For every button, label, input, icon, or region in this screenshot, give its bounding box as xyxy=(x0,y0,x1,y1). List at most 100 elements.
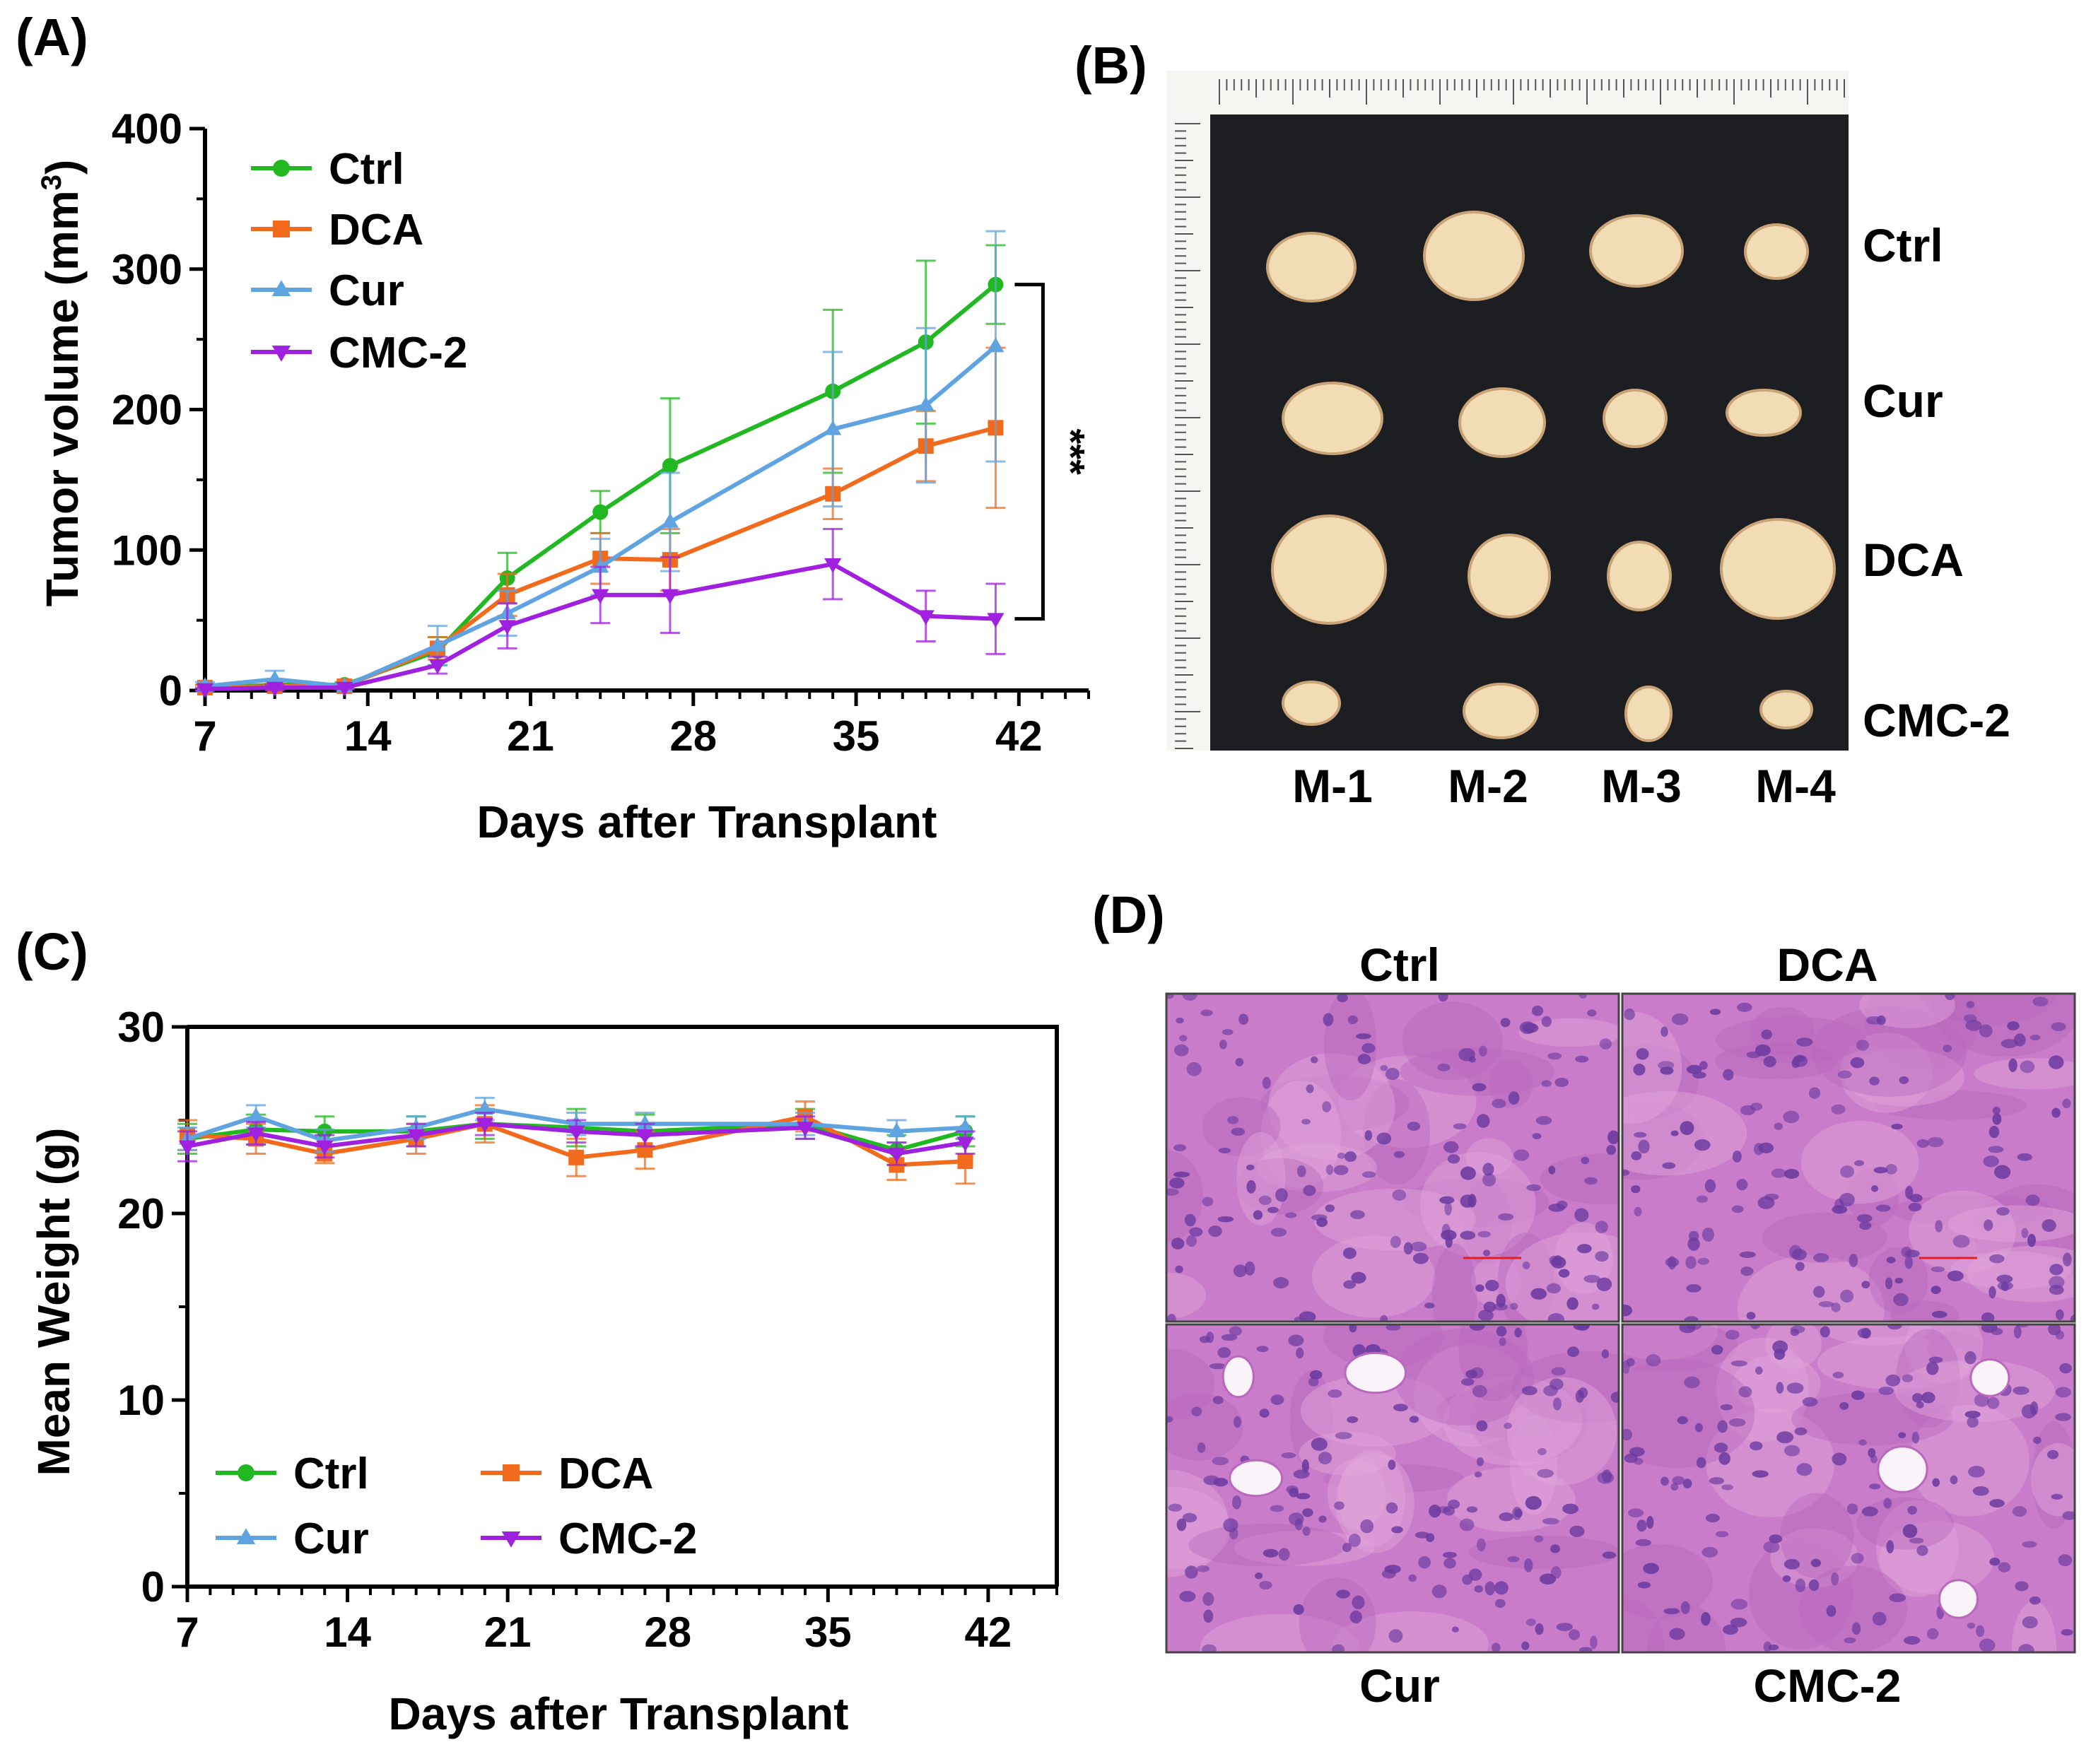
histology-nucleus xyxy=(1926,1628,1939,1640)
histology-nucleus xyxy=(1270,1505,1284,1512)
histology-stroma xyxy=(1770,1528,1859,1588)
histology-nucleus xyxy=(1916,1401,1924,1409)
histology-nucleus xyxy=(1677,1416,1688,1425)
histology-nucleus xyxy=(2007,1021,2020,1030)
panel-a-point-cmc-2 xyxy=(428,659,447,674)
histology-stroma xyxy=(1511,1351,1619,1423)
panel-a-x-tick-label: 21 xyxy=(507,712,554,760)
histology-nucleus xyxy=(1380,1064,1388,1071)
histology-nucleus xyxy=(1521,1641,1530,1651)
histology-nucleus xyxy=(1535,1116,1552,1125)
histology-nucleus xyxy=(1692,1071,1706,1079)
histology-stroma xyxy=(1323,1464,1465,1493)
histology-stroma xyxy=(1622,1358,1755,1469)
histology-nucleus xyxy=(1474,1585,1483,1593)
histology-nucleus xyxy=(1885,1164,1897,1175)
histology-stroma xyxy=(1540,1153,1619,1205)
histology-nucleus xyxy=(1927,1137,1944,1148)
histology-nucleus xyxy=(1477,1538,1486,1552)
histology-nucleus xyxy=(1361,1171,1376,1178)
histology-nucleus xyxy=(1885,1374,1901,1387)
panel-c-legend-item-ctrl: Ctrl xyxy=(216,1450,369,1498)
histology-nucleus xyxy=(1590,1635,1598,1650)
histology-nucleus xyxy=(1494,1581,1509,1595)
histology-nucleus xyxy=(1628,1508,1644,1518)
histology-nucleus xyxy=(1826,1605,1837,1617)
histology-nucleus xyxy=(1723,1069,1734,1081)
histology-nucleus xyxy=(2059,1363,2072,1374)
histology-nucleus xyxy=(1717,1420,1728,1433)
histology-nucleus xyxy=(1500,1018,1511,1028)
histology-stroma xyxy=(1706,1409,1835,1517)
histology-nucleus xyxy=(1263,1548,1279,1558)
histology-nucleus xyxy=(1660,1026,1668,1037)
histology-nucleus xyxy=(1909,1537,1924,1544)
histology-nucleus xyxy=(1445,1235,1453,1248)
histology-nucleus xyxy=(1522,1023,1539,1033)
histology-stroma xyxy=(1716,1016,1867,1064)
histology-nucleus xyxy=(1976,1625,1985,1637)
histology-nucleus xyxy=(1660,1476,1669,1486)
histology-nucleus xyxy=(1869,1076,1880,1086)
histology-nucleus xyxy=(1296,1165,1306,1177)
histology-nucleus xyxy=(1839,1401,1849,1410)
histology-nucleus xyxy=(2022,1616,2038,1629)
panel-a-point-cur xyxy=(592,558,609,573)
histology-nucleus xyxy=(1911,1432,1920,1444)
histology-nucleus xyxy=(1966,1001,1975,1009)
histology-nucleus xyxy=(1460,1230,1476,1240)
histology-nucleus xyxy=(1795,1262,1805,1271)
histology-nucleus xyxy=(1738,1386,1752,1398)
histology-stroma xyxy=(1338,1055,1477,1148)
histology-nucleus xyxy=(1525,1618,1536,1626)
histology-nucleus xyxy=(1670,1130,1679,1136)
histology-stroma xyxy=(1738,1254,1885,1322)
histology-nucleus xyxy=(2032,996,2049,1007)
histology-nucleus xyxy=(1337,1153,1346,1159)
histology-nucleus xyxy=(1288,1512,1304,1526)
histology-nucleus xyxy=(1718,1452,1730,1465)
histology-nucleus xyxy=(1393,1151,1405,1158)
histology-nucleus xyxy=(1386,1324,1401,1331)
histology-nucleus xyxy=(1721,1484,1734,1490)
histology-nucleus xyxy=(1550,1566,1562,1580)
histology-nucleus xyxy=(1740,1266,1754,1276)
histology-nucleus xyxy=(1219,1039,1227,1049)
histology-nucleus xyxy=(1972,1486,1989,1496)
histology-stroma xyxy=(1732,1355,1821,1413)
histology-nucleus xyxy=(1794,1427,1808,1435)
histology-nucleus xyxy=(1837,1070,1852,1079)
significance-bracket xyxy=(1014,283,1045,621)
panel-a-legend-label: Cur xyxy=(329,266,404,315)
panel-c-point-cur xyxy=(247,1107,265,1122)
histology-nucleus xyxy=(1694,1139,1711,1151)
histology-nucleus xyxy=(1700,1612,1711,1626)
tumor-ctrl-m3 xyxy=(1589,214,1684,288)
histology-nucleus xyxy=(1840,1165,1855,1178)
panel-c-point-dca xyxy=(568,1149,585,1165)
histology-nucleus xyxy=(1302,1527,1311,1536)
histology-nucleus xyxy=(1622,1304,1633,1317)
histology-nucleus xyxy=(1179,1591,1196,1602)
histology-nucleus xyxy=(1492,1098,1506,1108)
histology-nucleus xyxy=(1447,1154,1460,1164)
histology-nucleus xyxy=(1859,1221,1872,1230)
tumor-cmc2-m1 xyxy=(1282,681,1341,726)
histology-nucleus xyxy=(1393,1404,1408,1411)
panel-a-legend-marker xyxy=(273,220,290,237)
tumor-cmc2-m3 xyxy=(1624,686,1673,742)
histology-stroma xyxy=(1166,1469,1229,1577)
histology-stroma xyxy=(1791,1392,1953,1446)
histology-nucleus xyxy=(1531,1005,1544,1016)
histology-nucleus xyxy=(1270,1394,1284,1405)
histology-nucleus xyxy=(1418,1556,1431,1569)
histology-nucleus xyxy=(1832,1452,1847,1466)
histology-nucleus xyxy=(1166,1188,1179,1196)
histology-nucleus xyxy=(1482,1163,1494,1176)
histology-nucleus xyxy=(1166,1314,1176,1322)
histology-nucleus xyxy=(1761,1029,1772,1040)
histology-stroma xyxy=(1799,1565,1908,1652)
histology-nucleus xyxy=(1296,1493,1311,1500)
histology-nucleus xyxy=(1221,1334,1238,1341)
panel-c-series-cmc-2 xyxy=(177,1111,976,1166)
